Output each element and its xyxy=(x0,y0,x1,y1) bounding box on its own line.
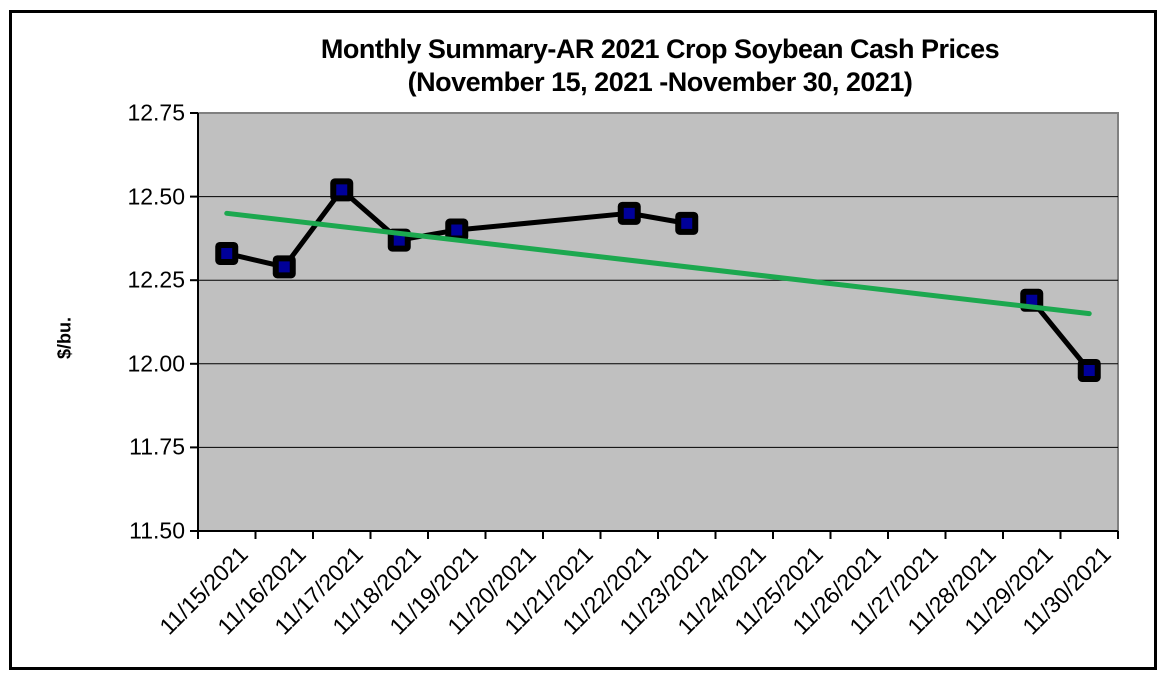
data-point-marker xyxy=(445,218,469,242)
y-axis-tick-label: 11.50 xyxy=(129,517,185,544)
chart-title-line1: Monthly Summary-AR 2021 Crop Soybean Cas… xyxy=(320,34,1000,64)
y-axis-tick-label: 12.00 xyxy=(127,350,185,377)
plot-background xyxy=(197,112,1119,532)
data-point-marker xyxy=(215,241,239,265)
chart-title: Monthly Summary-AR 2021 Crop Soybean Cas… xyxy=(160,33,1160,99)
data-point-marker xyxy=(330,178,354,202)
data-point-marker xyxy=(1077,358,1101,382)
price-series-line xyxy=(1029,297,1092,373)
y-axis-tick-label: 12.50 xyxy=(127,183,185,210)
data-point-marker xyxy=(675,211,699,235)
data-point-marker xyxy=(272,255,296,279)
trendline xyxy=(224,210,1092,317)
y-axis-tick-label: 12.75 xyxy=(127,99,185,126)
data-point-marker xyxy=(617,201,641,225)
y-axis-title: $/bu. xyxy=(54,316,75,360)
chart-title-line2: (November 15, 2021 -November 30, 2021) xyxy=(407,67,913,97)
y-axis-tick-label: 11.75 xyxy=(129,433,185,460)
y-axis-tick-label: 12.25 xyxy=(127,266,185,293)
